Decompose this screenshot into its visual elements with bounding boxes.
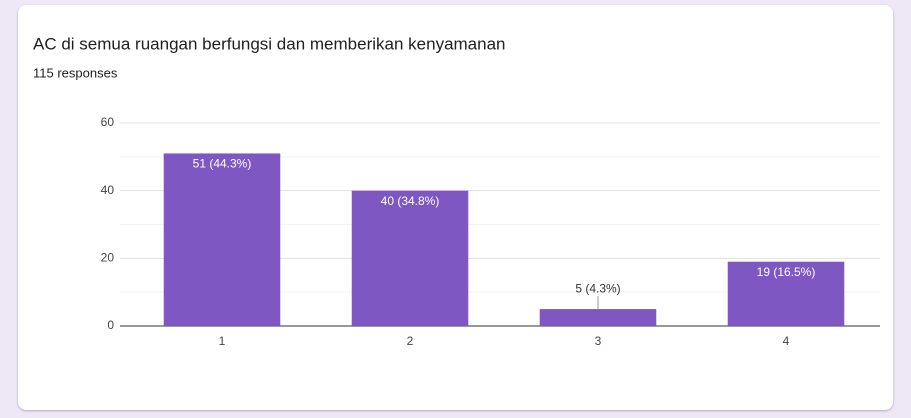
y-tick-label: 0 <box>107 318 114 332</box>
chart-title: AC di semua ruangan berfungsi dan member… <box>33 34 506 53</box>
value-label: 40 (34.8%) <box>381 194 440 208</box>
x-tick-label: 3 <box>595 334 602 348</box>
value-label: 51 (44.3%) <box>193 157 252 171</box>
x-tick-label: 1 <box>219 334 226 348</box>
chart-subtitle: 115 responses <box>33 65 118 80</box>
x-tick-label: 2 <box>407 334 414 348</box>
y-tick-label: 40 <box>101 183 115 197</box>
x-tick-label: 4 <box>783 334 790 348</box>
bar <box>540 309 657 326</box>
chart: AC di semua ruangan berfungsi dan member… <box>0 0 911 418</box>
y-tick-label: 60 <box>101 115 115 129</box>
y-tick-label: 20 <box>101 251 115 265</box>
value-label: 19 (16.5%) <box>757 265 816 279</box>
bar <box>164 153 281 326</box>
value-label: 5 (4.3%) <box>575 281 620 295</box>
bar <box>352 191 469 326</box>
